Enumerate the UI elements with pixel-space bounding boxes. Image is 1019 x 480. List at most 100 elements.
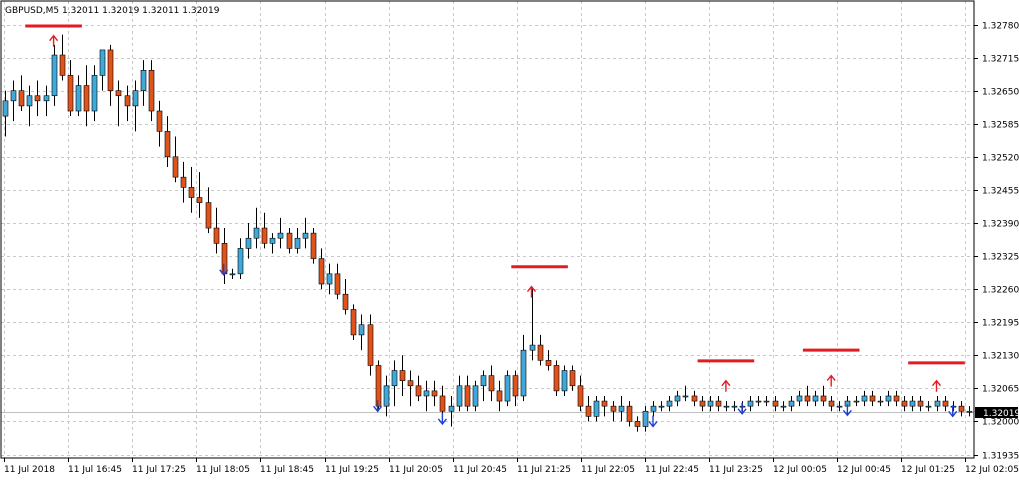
x-tick-label: 11 Jul 22:05 bbox=[581, 465, 635, 475]
candle-body bbox=[326, 273, 333, 285]
candle-body bbox=[431, 390, 438, 397]
x-tick-label: 11 Jul 2018 bbox=[4, 465, 55, 475]
y-tick-label: 1.32650 bbox=[982, 88, 1019, 98]
candle-body bbox=[520, 349, 527, 397]
candle-body bbox=[115, 90, 122, 97]
candle-body bbox=[731, 405, 738, 408]
candle-body bbox=[869, 395, 876, 402]
candle-body bbox=[747, 400, 754, 407]
candle-body bbox=[828, 400, 835, 407]
candle-body bbox=[909, 400, 916, 407]
candle-body bbox=[245, 237, 252, 249]
candle-body bbox=[51, 54, 58, 97]
last-price-box bbox=[975, 407, 1018, 418]
candle-body bbox=[618, 405, 625, 412]
candle-body bbox=[885, 395, 892, 402]
y-tick-label: 1.32130 bbox=[982, 352, 1019, 362]
candle-body bbox=[480, 375, 487, 387]
candle-body bbox=[634, 421, 641, 427]
y-tick-label: 1.32585 bbox=[982, 121, 1019, 131]
candle-body bbox=[966, 410, 973, 413]
candle-body bbox=[286, 232, 293, 249]
candle-body bbox=[942, 400, 949, 407]
candle-body bbox=[26, 95, 33, 107]
y-tick-label: 1.32325 bbox=[982, 253, 1019, 263]
last-price-label: 1.32019 bbox=[983, 409, 1019, 419]
candle-body bbox=[820, 395, 827, 402]
up-arrow-signal bbox=[526, 285, 537, 298]
candle-body bbox=[229, 273, 236, 276]
candle-body bbox=[358, 324, 365, 336]
candle-body bbox=[699, 400, 706, 407]
candle-body bbox=[707, 400, 714, 407]
candle-body bbox=[439, 395, 446, 412]
x-tick-label: 11 Jul 18:45 bbox=[260, 465, 314, 475]
candle-body bbox=[861, 395, 868, 402]
candle-body bbox=[391, 370, 398, 387]
candle-body bbox=[593, 400, 600, 417]
candle-body bbox=[196, 197, 203, 203]
candle-body bbox=[75, 85, 82, 112]
candle-body bbox=[763, 400, 770, 403]
candle-body bbox=[642, 410, 649, 427]
down-arrow-signal bbox=[437, 412, 447, 426]
candle-body bbox=[901, 400, 908, 407]
candle-body bbox=[18, 90, 25, 107]
candle-body bbox=[310, 232, 317, 259]
candle-body bbox=[934, 400, 941, 407]
candle-body bbox=[140, 69, 147, 91]
y-tick-label: 1.32065 bbox=[982, 385, 1019, 395]
candle-body bbox=[277, 232, 284, 239]
candle-body bbox=[124, 95, 131, 107]
price-axis: 1.32780 1.32715 1.32650 1.32585 1.32520 1.324… bbox=[974, 22, 1019, 462]
y-tick-label: 1.32000 bbox=[982, 418, 1019, 428]
candle-body bbox=[958, 405, 965, 412]
candle-body bbox=[691, 395, 698, 402]
candle-body bbox=[221, 243, 228, 275]
candle-body bbox=[529, 344, 536, 351]
candle-body bbox=[132, 90, 139, 107]
candle-body bbox=[674, 395, 681, 402]
candle-body bbox=[723, 405, 730, 408]
x-tick-label: 11 Jul 20:05 bbox=[389, 465, 443, 475]
candle-body bbox=[213, 227, 220, 244]
candle-body bbox=[488, 375, 495, 392]
y-tick-label: 1.31935 bbox=[982, 452, 1019, 462]
up-arrow-signal bbox=[826, 374, 836, 387]
y-tick-label: 1.32455 bbox=[982, 187, 1019, 197]
y-tick-label: 1.32260 bbox=[982, 286, 1019, 296]
last-price-tag: 1.32019 bbox=[975, 407, 1019, 419]
candle-body bbox=[755, 400, 762, 403]
candles-group bbox=[2, 34, 973, 432]
down-arrow-signal bbox=[373, 400, 383, 413]
candle-body bbox=[601, 400, 608, 407]
candle-body bbox=[456, 385, 463, 407]
candle-body bbox=[537, 344, 544, 361]
candle-body bbox=[812, 395, 819, 402]
candle-body bbox=[43, 95, 50, 102]
candle-body bbox=[585, 405, 592, 417]
candle-body bbox=[464, 385, 471, 407]
candle-body bbox=[67, 75, 74, 112]
candle-body bbox=[415, 385, 422, 397]
candle-body bbox=[496, 390, 503, 402]
candle-body bbox=[172, 156, 179, 178]
candle-body bbox=[269, 237, 276, 244]
candle-body bbox=[34, 95, 41, 102]
candle-body bbox=[83, 85, 90, 112]
up-arrow-signal bbox=[49, 34, 59, 47]
candle-body bbox=[836, 405, 843, 408]
candle-body bbox=[334, 273, 341, 295]
x-tick-label: 11 Jul 23:25 bbox=[709, 465, 763, 475]
candle-body bbox=[658, 405, 665, 408]
candle-body bbox=[448, 405, 455, 412]
candle-body bbox=[375, 365, 382, 407]
candle-body bbox=[156, 110, 163, 132]
candle-body bbox=[950, 405, 957, 408]
x-tick-label: 11 Jul 22:45 bbox=[645, 465, 699, 475]
y-tick-label: 1.32520 bbox=[982, 154, 1019, 164]
candle-body bbox=[302, 232, 309, 239]
x-tick-label: 11 Jul 20:45 bbox=[453, 465, 507, 475]
x-tick-label: 11 Jul 21:25 bbox=[517, 465, 571, 475]
